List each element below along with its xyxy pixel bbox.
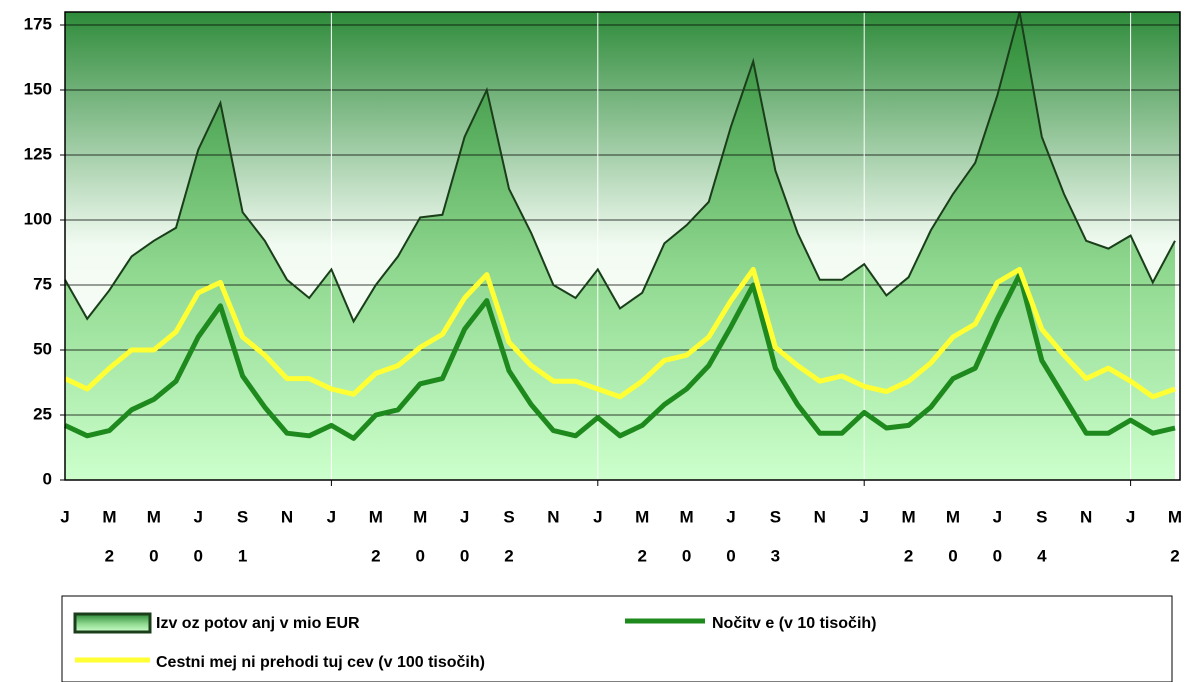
y-tick-label: 25 bbox=[33, 404, 52, 423]
x-tick-label: S bbox=[1036, 507, 1047, 526]
x-tick-label: J bbox=[460, 507, 469, 526]
x-sub-label: 2 bbox=[504, 546, 513, 565]
x-sub-label: 0 bbox=[415, 546, 424, 565]
x-tick-label: J bbox=[327, 507, 336, 526]
x-sub-label: 0 bbox=[948, 546, 957, 565]
x-sub-label: 3 bbox=[771, 546, 780, 565]
legend-label: Izv oz potov anj v mio EUR bbox=[156, 615, 360, 632]
x-sub-label: 0 bbox=[726, 546, 735, 565]
legend bbox=[61, 595, 1173, 682]
x-tick-label: M bbox=[946, 507, 960, 526]
y-tick-label: 50 bbox=[33, 339, 52, 358]
y-tick-label: 75 bbox=[33, 274, 52, 293]
x-tick-label: M bbox=[902, 507, 916, 526]
x-sub-label: 0 bbox=[193, 546, 202, 565]
x-sub-label: 2 bbox=[371, 546, 380, 565]
x-tick-label: M bbox=[635, 507, 649, 526]
x-tick-label: J bbox=[1126, 507, 1135, 526]
x-tick-label: J bbox=[726, 507, 735, 526]
x-tick-label: M bbox=[369, 507, 383, 526]
legend-label: Nočitv e (v 10 tisočih) bbox=[712, 615, 877, 632]
x-sub-label: 0 bbox=[460, 546, 469, 565]
x-sub-label: 4 bbox=[1037, 546, 1047, 565]
x-sub-label: 2 bbox=[1170, 546, 1179, 565]
x-tick-label: J bbox=[60, 507, 69, 526]
y-tick-label: 125 bbox=[24, 144, 52, 163]
x-tick-label: N bbox=[547, 507, 559, 526]
x-tick-label: M bbox=[680, 507, 694, 526]
x-sub-label: 0 bbox=[993, 546, 1002, 565]
x-sub-label: 0 bbox=[149, 546, 158, 565]
x-tick-label: S bbox=[237, 507, 248, 526]
x-sub-label: 0 bbox=[682, 546, 691, 565]
line bbox=[64, 11, 1176, 324]
area bbox=[65, 12, 1175, 480]
x-tick-label: N bbox=[814, 507, 826, 526]
x-tick-label: J bbox=[859, 507, 868, 526]
x-tick-label: J bbox=[193, 507, 202, 526]
legend-swatch bbox=[73, 612, 152, 634]
line bbox=[63, 266, 1176, 400]
y-tick-label: 100 bbox=[24, 209, 52, 228]
x-tick-label: M bbox=[102, 507, 116, 526]
x-sub-label: 2 bbox=[904, 546, 913, 565]
legend-label: Cestni mej ni prehodi tuj cev (v 100 tis… bbox=[156, 654, 485, 671]
x-tick-label: S bbox=[503, 507, 514, 526]
y-tick-label: 150 bbox=[24, 79, 52, 98]
x-tick-label: J bbox=[593, 507, 602, 526]
x-sub-label: 2 bbox=[105, 546, 114, 565]
plot-border bbox=[64, 11, 1181, 481]
x-tick-label: J bbox=[993, 507, 1002, 526]
y-tick-label: 175 bbox=[24, 14, 52, 33]
x-tick-label: N bbox=[1080, 507, 1092, 526]
x-tick-label: N bbox=[281, 507, 293, 526]
x-tick-label: M bbox=[147, 507, 161, 526]
x-sub-label: 2 bbox=[637, 546, 646, 565]
x-tick-label: M bbox=[1168, 507, 1182, 526]
x-tick-label: M bbox=[413, 507, 427, 526]
x-sub-label: 1 bbox=[238, 546, 247, 565]
y-tick-label: 0 bbox=[43, 469, 52, 488]
x-tick-label: S bbox=[770, 507, 781, 526]
line bbox=[63, 272, 1176, 441]
